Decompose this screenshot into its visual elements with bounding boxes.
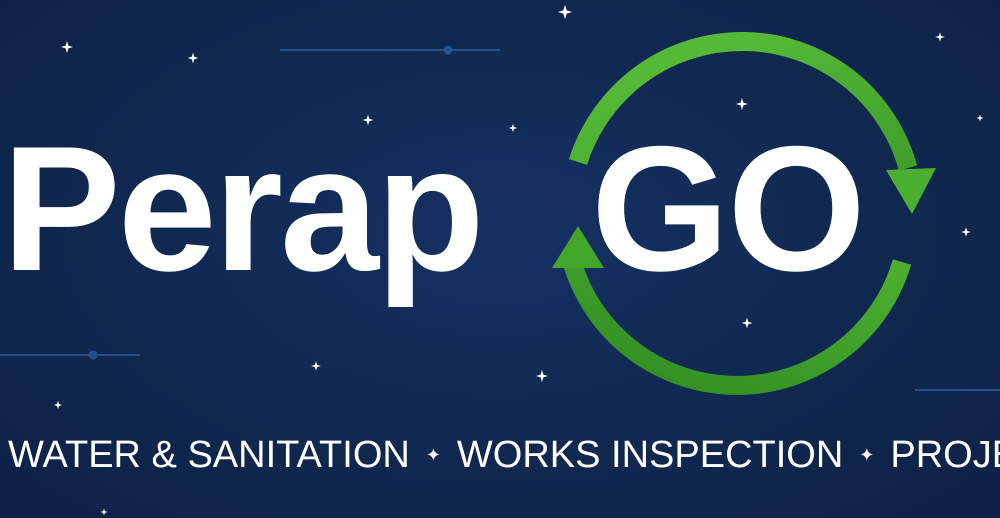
logo-word-go: GO bbox=[591, 109, 866, 308]
tagline-separator: ✦ bbox=[859, 445, 875, 465]
tagline-item-works-inspection: WORKS INSPECTION bbox=[456, 434, 844, 476]
decor-lines bbox=[0, 45, 1000, 391]
tagline: WATER & SANITATION ✦ WORKS INSPECTION ✦ … bbox=[8, 434, 1000, 476]
tagline-item-water-sanitation: WATER & SANITATION bbox=[8, 434, 410, 476]
tagline-item-projects: PROJECTS bbox=[890, 434, 1000, 476]
logo-word-perap: Perap bbox=[2, 109, 485, 308]
tagline-separator: ✦ bbox=[425, 445, 441, 465]
recycle-arrows-icon bbox=[552, 31, 936, 395]
